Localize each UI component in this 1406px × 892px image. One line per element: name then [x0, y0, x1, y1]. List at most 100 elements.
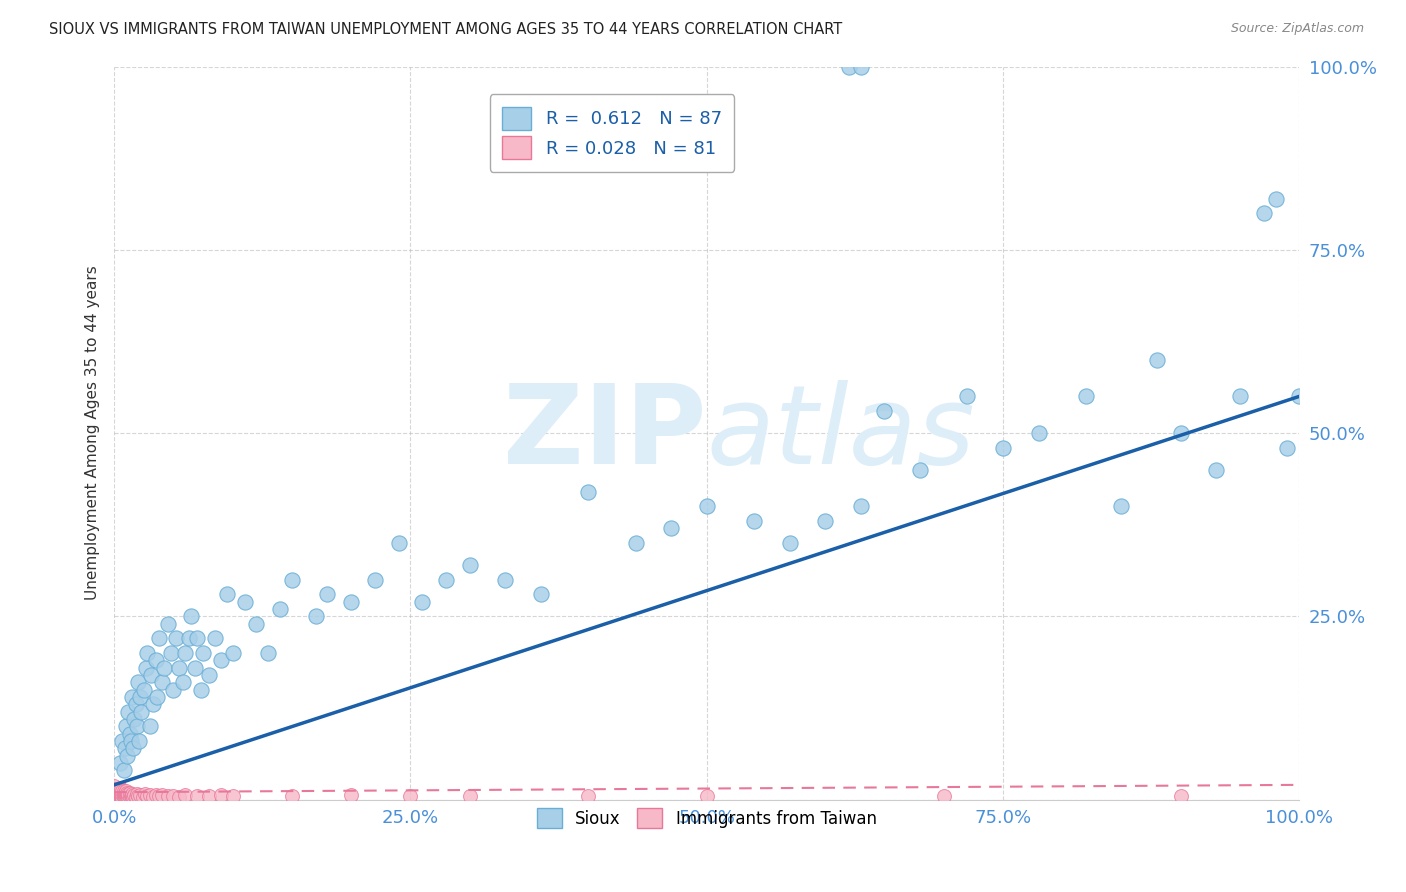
- Point: [110, 788, 132, 802]
- Point: [108, 787, 131, 801]
- Point: [103, 783, 125, 797]
- Point: [434, 573, 457, 587]
- Point: [121, 690, 143, 704]
- Point: [115, 783, 138, 797]
- Point: [118, 786, 141, 800]
- Point: [156, 789, 179, 803]
- Point: [1264, 192, 1286, 206]
- Point: [142, 698, 165, 712]
- Point: [160, 646, 183, 660]
- Point: [215, 587, 238, 601]
- Point: [1277, 441, 1299, 455]
- Point: [110, 790, 132, 805]
- Point: [1111, 500, 1133, 514]
- Point: [174, 646, 197, 660]
- Point: [108, 791, 131, 805]
- Point: [956, 389, 979, 403]
- Point: [139, 788, 162, 802]
- Point: [281, 789, 304, 803]
- Point: [165, 632, 187, 646]
- Point: [112, 788, 135, 802]
- Point: [129, 788, 152, 802]
- Point: [172, 675, 194, 690]
- Point: [191, 646, 214, 660]
- Text: SIOUX VS IMMIGRANTS FROM TAIWAN UNEMPLOYMENT AMONG AGES 35 TO 44 YEARS CORRELATI: SIOUX VS IMMIGRANTS FROM TAIWAN UNEMPLOY…: [49, 22, 842, 37]
- Point: [121, 790, 143, 805]
- Text: ZIP: ZIP: [503, 380, 707, 486]
- Point: [111, 783, 134, 797]
- Point: [112, 783, 135, 797]
- Point: [991, 441, 1014, 455]
- Point: [150, 788, 173, 802]
- Point: [117, 787, 139, 801]
- Point: [177, 632, 200, 646]
- Point: [204, 632, 226, 646]
- Point: [1028, 425, 1050, 440]
- Point: [145, 788, 167, 802]
- Point: [115, 786, 138, 800]
- Point: [104, 785, 127, 799]
- Point: [114, 789, 136, 804]
- Point: [779, 536, 801, 550]
- Point: [399, 789, 422, 803]
- Point: [115, 790, 138, 805]
- Point: [107, 790, 129, 805]
- Point: [576, 484, 599, 499]
- Point: [128, 734, 150, 748]
- Point: [411, 594, 433, 608]
- Point: [209, 653, 232, 667]
- Point: [190, 682, 212, 697]
- Point: [186, 632, 208, 646]
- Point: [156, 616, 179, 631]
- Point: [115, 748, 138, 763]
- Point: [169, 660, 191, 674]
- Point: [103, 785, 125, 799]
- Point: [209, 788, 232, 802]
- Y-axis label: Unemployment Among Ages 35 to 44 years: Unemployment Among Ages 35 to 44 years: [86, 266, 100, 600]
- Point: [148, 789, 170, 803]
- Point: [112, 763, 135, 777]
- Point: [150, 675, 173, 690]
- Point: [198, 789, 221, 803]
- Point: [233, 594, 256, 608]
- Point: [103, 787, 125, 801]
- Point: [1205, 463, 1227, 477]
- Point: [494, 573, 516, 587]
- Point: [125, 719, 148, 733]
- Point: [1146, 352, 1168, 367]
- Point: [136, 789, 159, 803]
- Point: [742, 514, 765, 528]
- Point: [139, 719, 162, 733]
- Point: [122, 741, 145, 756]
- Point: [530, 587, 553, 601]
- Point: [131, 705, 153, 719]
- Point: [108, 789, 131, 803]
- Point: [364, 573, 387, 587]
- Point: [108, 782, 131, 797]
- Point: [112, 790, 135, 805]
- Point: [117, 705, 139, 719]
- Point: [1253, 206, 1275, 220]
- Point: [105, 786, 128, 800]
- Point: [104, 788, 127, 802]
- Point: [107, 788, 129, 802]
- Point: [458, 558, 481, 572]
- Point: [108, 783, 131, 797]
- Point: [134, 788, 156, 802]
- Point: [148, 632, 170, 646]
- Point: [105, 791, 128, 805]
- Point: [659, 521, 682, 535]
- Point: [838, 60, 860, 74]
- Point: [174, 788, 197, 802]
- Point: [125, 788, 148, 802]
- Point: [131, 789, 153, 804]
- Point: [104, 790, 127, 805]
- Point: [115, 789, 138, 804]
- Point: [458, 789, 481, 803]
- Point: [124, 789, 146, 804]
- Point: [245, 616, 267, 631]
- Point: [908, 463, 931, 477]
- Point: [162, 789, 184, 803]
- Point: [122, 789, 145, 804]
- Point: [115, 788, 138, 802]
